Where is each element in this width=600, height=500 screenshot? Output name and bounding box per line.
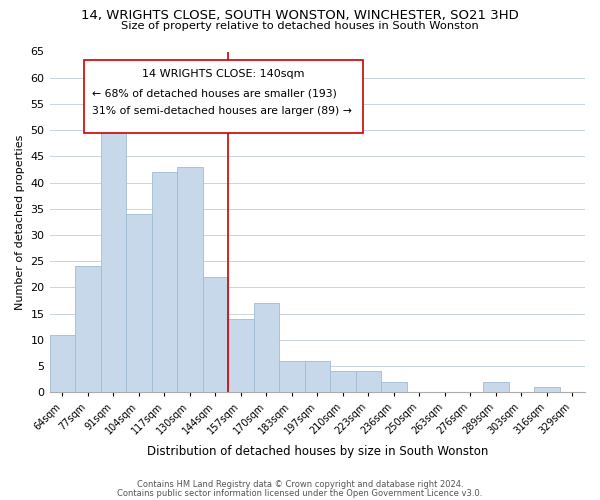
Bar (330, 372, 356, 392)
Text: ← 68% of detached houses are smaller (193): ← 68% of detached houses are smaller (19… (92, 89, 337, 99)
Bar (203, 277, 228, 392)
Bar (126, 214, 152, 392)
Text: Size of property relative to detached houses in South Wonston: Size of property relative to detached ho… (121, 21, 479, 31)
Bar (483, 382, 509, 392)
Y-axis label: Number of detached properties: Number of detached properties (15, 134, 25, 310)
Bar (305, 361, 330, 392)
Text: Contains HM Land Registry data © Crown copyright and database right 2024.: Contains HM Land Registry data © Crown c… (137, 480, 463, 489)
Text: 14, WRIGHTS CLOSE, SOUTH WONSTON, WINCHESTER, SO21 3HD: 14, WRIGHTS CLOSE, SOUTH WONSTON, WINCHE… (81, 9, 519, 22)
Bar (75, 266, 101, 392)
Bar (177, 167, 203, 392)
Text: Contains public sector information licensed under the Open Government Licence v3: Contains public sector information licen… (118, 488, 482, 498)
Bar (254, 303, 279, 392)
Text: 31% of semi-detached houses are larger (89) →: 31% of semi-detached houses are larger (… (92, 106, 352, 116)
Bar (279, 361, 305, 392)
Text: 14 WRIGHTS CLOSE: 140sqm: 14 WRIGHTS CLOSE: 140sqm (142, 68, 305, 78)
Bar (534, 387, 560, 392)
Bar (50, 334, 75, 392)
Bar (101, 109, 126, 392)
X-axis label: Distribution of detached houses by size in South Wonston: Distribution of detached houses by size … (146, 444, 488, 458)
Bar (152, 172, 177, 392)
Bar (356, 372, 381, 392)
Bar (228, 319, 254, 392)
Bar (381, 382, 407, 392)
Bar (85, 60, 363, 134)
